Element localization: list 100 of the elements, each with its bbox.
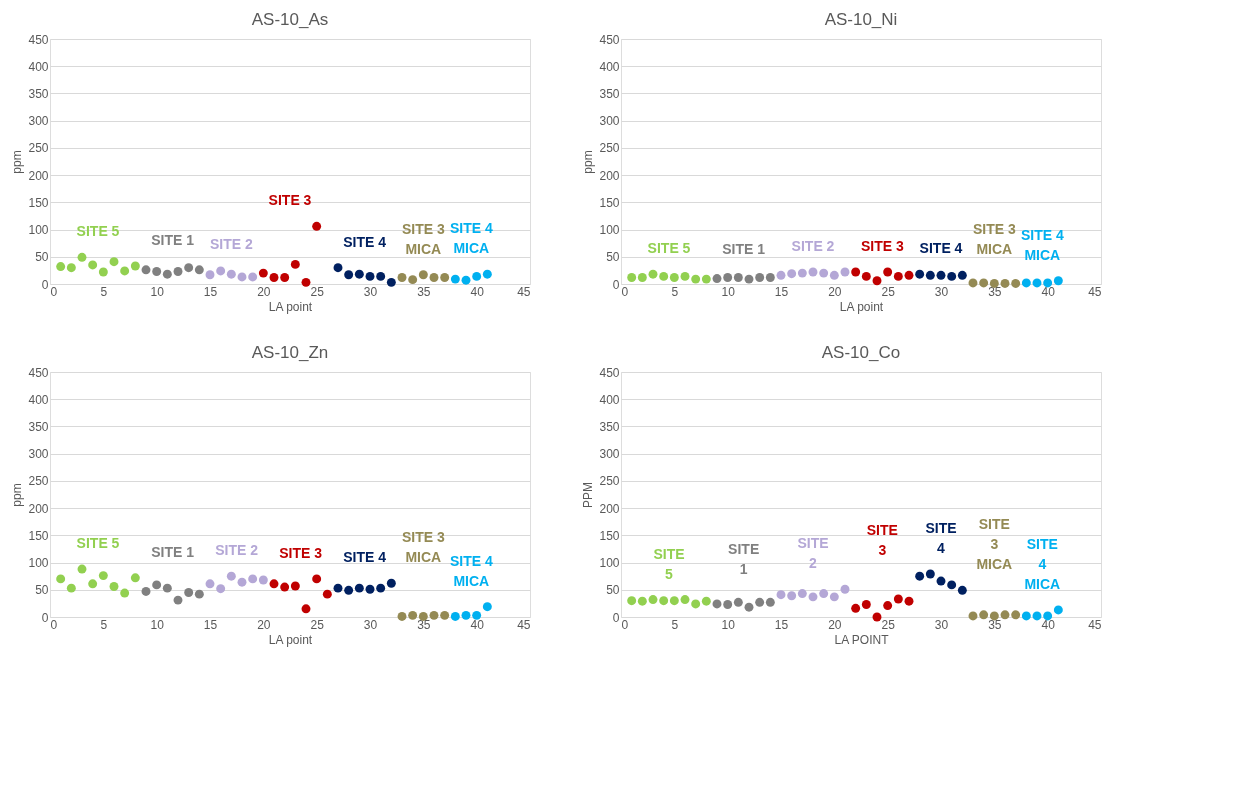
point (733, 597, 743, 607)
point (893, 594, 903, 604)
x-tick-label: 20 (257, 284, 271, 299)
point (141, 265, 151, 275)
point (322, 589, 332, 599)
point (840, 584, 850, 594)
series-label: SITE 5 (647, 240, 691, 257)
x-tick-label: 5 (671, 617, 679, 632)
point (701, 596, 711, 606)
point (312, 574, 322, 584)
x-tick-label: 30 (363, 617, 378, 632)
text: SITE 3 MICA (976, 516, 1013, 573)
point (947, 580, 957, 590)
x-tick-label: 20 (828, 284, 842, 299)
x-tick-label: 30 (934, 284, 949, 299)
x-tick-label: 45 (1088, 284, 1102, 299)
point (989, 611, 999, 621)
point (915, 269, 925, 279)
y-tick-label: 250 (599, 141, 620, 156)
x-tick-label: 20 (257, 617, 271, 632)
point (365, 271, 375, 281)
point (120, 266, 130, 276)
y-tick-label: 200 (599, 501, 620, 516)
point (376, 271, 386, 281)
point (627, 596, 637, 606)
x-tick-label: 35 (988, 617, 1002, 632)
x-tick-label: 10 (721, 284, 736, 299)
point (829, 592, 839, 602)
point (659, 271, 669, 281)
point (765, 273, 775, 282)
series-label: SITE 4 MICA (1020, 226, 1064, 263)
point (98, 267, 108, 277)
x-tick-label: 5 (100, 617, 108, 632)
point (66, 263, 76, 273)
point (77, 564, 87, 574)
x-tick-label: 10 (721, 617, 736, 632)
point (258, 575, 268, 585)
point (66, 583, 76, 593)
point (77, 252, 87, 262)
point (669, 596, 679, 606)
point (194, 589, 204, 599)
point (989, 278, 999, 288)
y-tick-label: 300 (28, 114, 49, 129)
point (397, 611, 407, 621)
y-tick-label: 100 (599, 556, 620, 571)
series-label: SITE 2 (791, 238, 835, 255)
point (290, 259, 300, 269)
point (280, 582, 290, 592)
point (482, 269, 492, 279)
series-label: SITE 4 MICA (449, 552, 493, 589)
point (1000, 278, 1010, 288)
point (56, 262, 66, 272)
series-label: SITE 4 MICA (449, 220, 493, 257)
point (248, 574, 258, 584)
point (408, 275, 418, 285)
point (680, 595, 690, 605)
point (216, 584, 226, 594)
point (205, 579, 215, 589)
x-tick-label: 25 (310, 284, 325, 299)
y-tick-label: 50 (35, 250, 49, 265)
point (1032, 611, 1042, 621)
y-axis-title: ppm (581, 150, 596, 174)
series-label: SITE 5 (76, 535, 120, 552)
y-tick-label: 150 (28, 528, 49, 543)
y-axis-title: PPM (581, 481, 596, 509)
point (109, 582, 119, 591)
x-axis-title: LA point (268, 299, 313, 314)
x-tick-label: 40 (1041, 284, 1056, 299)
point (461, 275, 471, 285)
point (691, 599, 701, 609)
point (237, 577, 247, 587)
point (851, 267, 861, 277)
point (1053, 276, 1063, 286)
point (872, 276, 882, 286)
point (1011, 278, 1021, 288)
x-tick-label: 45 (517, 284, 531, 299)
y-tick-label: 150 (599, 528, 620, 543)
point (194, 265, 204, 275)
point (386, 277, 396, 287)
point (979, 610, 989, 620)
point (744, 602, 754, 612)
point (872, 612, 882, 622)
point (237, 272, 247, 282)
y-tick-label: 450 (28, 32, 49, 47)
point (797, 268, 807, 278)
point (819, 268, 829, 278)
y-tick-label: 200 (599, 168, 620, 183)
y-tick-label: 350 (599, 419, 620, 434)
x-tick-label: 15 (203, 617, 218, 632)
series-label: SITE 1 (151, 232, 195, 249)
x-axis-title: LA POINT (834, 632, 890, 647)
point (1011, 610, 1021, 620)
point (162, 583, 172, 593)
x-tick-label: 40 (470, 284, 485, 299)
point (450, 611, 460, 621)
point (765, 597, 775, 607)
point (418, 611, 428, 621)
y-tick-label: 450 (28, 365, 49, 380)
point (1032, 278, 1042, 288)
point (979, 278, 989, 288)
